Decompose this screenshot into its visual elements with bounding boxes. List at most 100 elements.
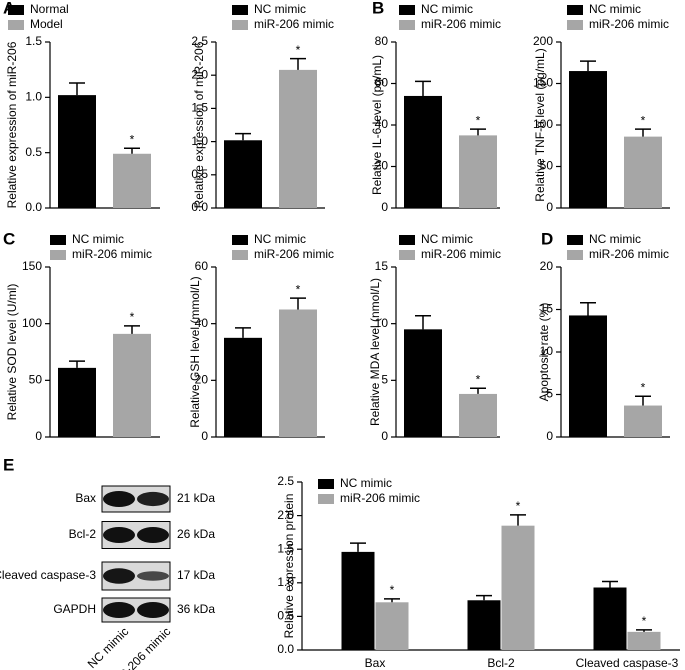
y-tick-label: 0.5 [191,167,208,181]
legend-label: miR-206 mimic [254,247,334,261]
blot-band [103,527,135,543]
y-tick-label: 15 [375,259,389,273]
significance-mark: * [516,499,521,513]
bar [58,95,96,208]
y-tick-label: 0 [35,429,42,443]
legend-swatch [50,250,66,260]
y-tick-label: 0.5 [25,145,42,159]
error-bar [636,629,652,632]
error-bar [580,301,596,316]
error-bar [235,132,251,141]
y-tick-label: 60 [195,259,209,273]
error-bar [635,128,651,137]
y-axis-label: Relative expression of miR-206 [192,41,206,208]
panel-label: B [372,0,384,17]
legend-label: miR-206 mimic [589,17,669,31]
bar [501,525,535,650]
legend-swatch [8,5,24,15]
bar [113,333,151,437]
y-tick-label: 1.5 [25,34,42,48]
legend-label: Model [30,17,63,31]
significance-mark: * [130,132,135,146]
error-bar [384,598,400,603]
bar [279,309,317,437]
legend-label: miR-206 mimic [421,247,501,261]
y-tick-label: 1.0 [191,134,208,148]
y-axis-label: Relative SOD level (U/ml) [5,284,19,421]
y-tick-label: 40 [375,117,389,131]
y-tick-label: 1.0 [277,575,294,589]
legend-label: Normal [30,2,69,16]
y-tick-label: 10 [540,344,554,358]
error-bar [470,128,486,136]
legend-label: miR-206 mimic [340,491,420,505]
legend-label: miR-206 mimic [589,247,669,261]
significance-mark: * [390,583,395,597]
legend-swatch [232,5,248,15]
significance-mark: * [476,113,481,127]
significance-mark: * [130,310,135,324]
legend-label: NC mimic [254,2,306,16]
legend-swatch [232,235,248,245]
legend-label: NC mimic [421,232,473,246]
error-bar [510,514,526,526]
bar [341,551,375,650]
y-tick-label: 0 [201,429,208,443]
error-bar [602,580,618,588]
y-axis-label: Relative expression of miR-206 [5,41,19,208]
y-tick-label: 0.0 [25,200,42,214]
y-tick-label: 0.5 [277,609,294,623]
blot-band [137,527,169,543]
bar [624,405,662,437]
blot-size-label: 36 kDa [177,602,215,616]
legend-swatch [232,250,248,260]
significance-mark: * [642,614,647,628]
bar [569,71,607,208]
legend-swatch [318,479,334,489]
y-tick-label: 100 [22,316,42,330]
bar [627,631,661,650]
y-tick-label: 20 [195,373,209,387]
bar [569,315,607,437]
blot-row-label: Bcl-2 [69,527,97,541]
legend-swatch [399,235,415,245]
blot-band [137,602,169,618]
y-tick-label: 100 [533,117,553,131]
legend-swatch [399,250,415,260]
x-tick-label: Cleaved caspase-3 [576,656,679,670]
y-tick-label: 40 [195,316,209,330]
legend-label: miR-206 mimic [254,17,334,31]
y-tick-label: 1.0 [25,90,42,104]
legend-label: NC mimic [589,2,641,16]
y-tick-label: 2.5 [191,34,208,48]
bar [459,393,497,437]
error-bar [235,327,251,338]
error-bar [350,542,366,552]
y-tick-label: 50 [29,373,43,387]
bar [593,587,627,650]
y-tick-label: 2.0 [191,67,208,81]
legend-swatch [399,5,415,15]
bar [404,95,442,208]
legend-swatch [318,494,334,504]
y-tick-label: 0 [546,200,553,214]
blot-row-label: Cleaved caspase-3 [0,568,96,582]
bar [58,367,96,437]
error-bar [470,387,486,394]
error-bar [415,80,431,96]
error-bar [69,82,85,96]
significance-mark: * [476,372,481,386]
error-bar [476,594,492,601]
y-axis-label: Relative expression protein [282,494,296,639]
bar [375,602,409,650]
legend-swatch [8,20,24,30]
error-bar [580,60,596,72]
y-tick-label: 20 [540,259,554,273]
legend-swatch [399,20,415,30]
error-bar [69,360,85,368]
bar [224,337,262,437]
bar [404,329,442,437]
y-tick-label: 50 [540,159,554,173]
bar [113,153,151,208]
y-tick-label: 5 [381,373,388,387]
